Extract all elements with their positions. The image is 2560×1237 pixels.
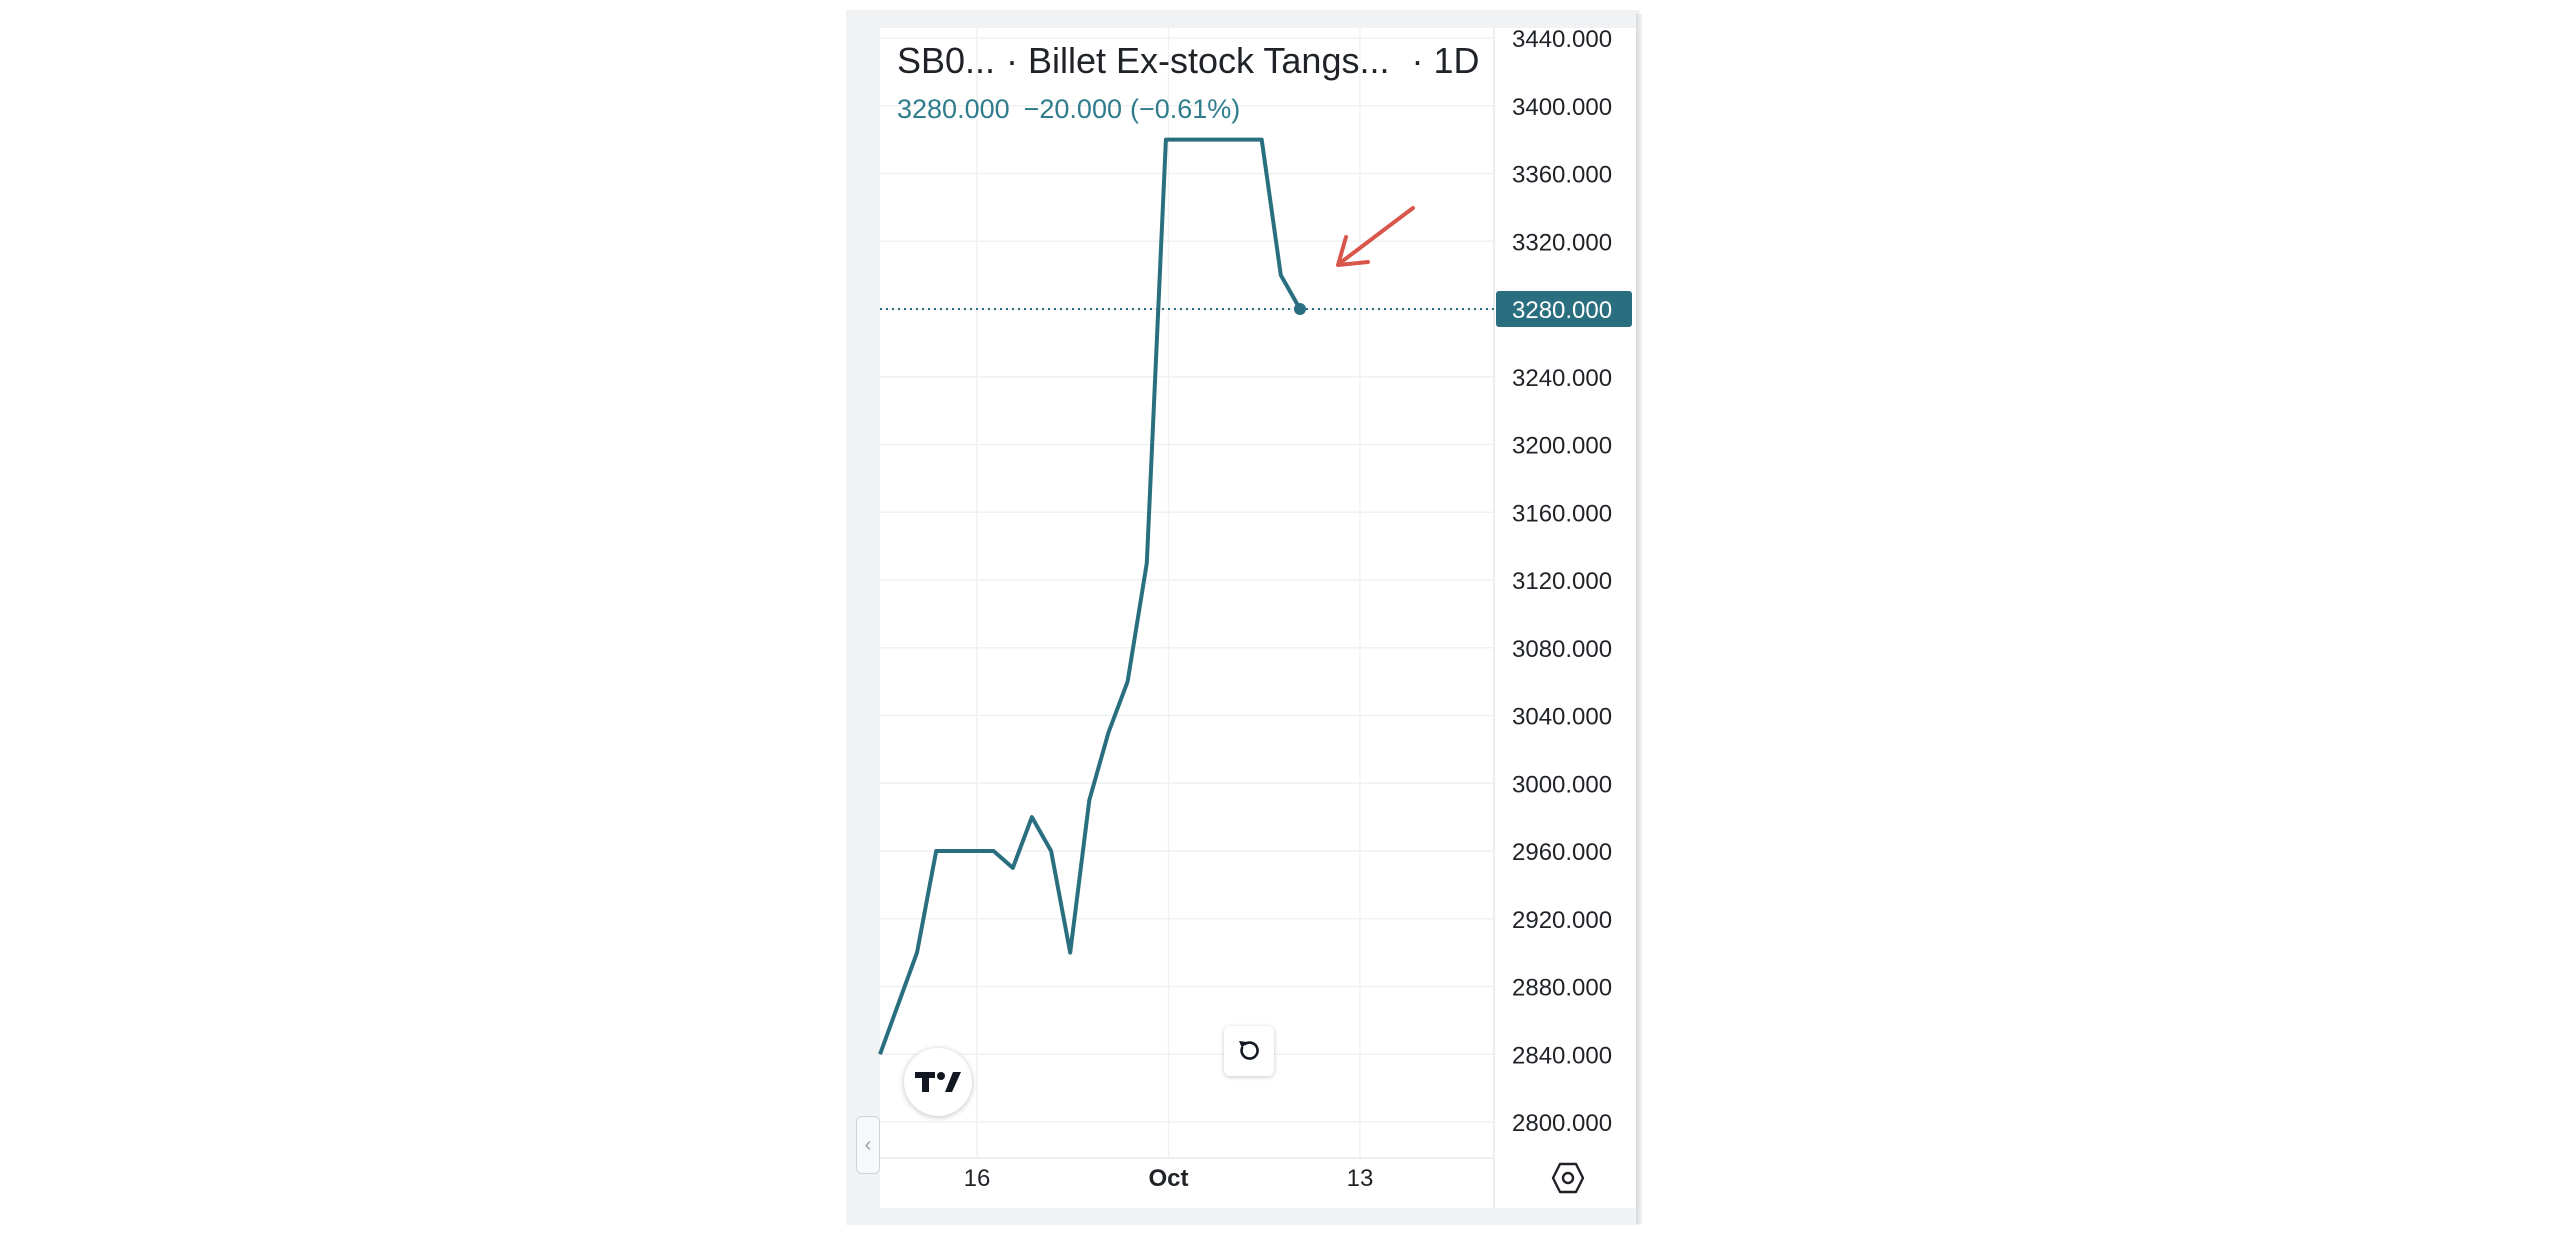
y-tick-label: 2920.000 bbox=[1512, 907, 1612, 934]
x-tick-label: 16 bbox=[964, 1165, 991, 1192]
tradingview-logo[interactable] bbox=[904, 1048, 972, 1116]
last-point bbox=[1293, 303, 1306, 315]
arrow-head bbox=[1336, 235, 1370, 267]
y-tick-label: 2880.000 bbox=[1512, 975, 1612, 1002]
series-line bbox=[878, 137, 1302, 1055]
chevron-left-icon: ‹ bbox=[864, 1133, 872, 1156]
x-tick-label: Oct bbox=[1148, 1165, 1188, 1192]
y-tick-label: 3240.000 bbox=[1512, 365, 1612, 392]
gear-icon bbox=[1551, 1162, 1585, 1194]
y-tick-label: 2800.000 bbox=[1512, 1110, 1612, 1137]
symbol-code: SB0... bbox=[897, 40, 996, 81]
last-price-tag: 3280.000 bbox=[1496, 291, 1632, 327]
x-tick-label: 13 bbox=[1347, 1165, 1374, 1192]
arrow-shaft bbox=[1338, 206, 1415, 265]
quote-values: 3280.000 −20.000 (−0.61%) bbox=[897, 94, 2560, 125]
y-tick-label: 3120.000 bbox=[1512, 568, 1612, 595]
y-tick-label: 3320.000 bbox=[1512, 229, 1612, 256]
chart-card bbox=[880, 28, 1640, 1208]
symbol-title[interactable]: SB0... · Billet Ex-stock Tangs... · 1D bbox=[897, 40, 2560, 82]
reset-view-button[interactable] bbox=[1224, 1026, 1274, 1076]
chart-header: SB0... · Billet Ex-stock Tangs... · 1D 3… bbox=[897, 40, 2560, 125]
collapse-panel-button[interactable]: ‹ bbox=[856, 1116, 880, 1174]
y-tick-label: 3440.000 bbox=[1512, 26, 1612, 53]
change-value: −20.000 bbox=[1023, 94, 1122, 124]
last-price-value: 3280.000 bbox=[897, 94, 1010, 124]
frame-edge bbox=[1636, 14, 1642, 1224]
time-axis: 16 Oct 13 bbox=[964, 1165, 1374, 1192]
y-tick-label: 3000.000 bbox=[1512, 771, 1612, 798]
y-tick-label: 3400.000 bbox=[1512, 94, 1612, 121]
tv-logo-icon bbox=[915, 1072, 961, 1092]
symbol-name: · Billet Ex-stock Tangs... bbox=[1006, 40, 1390, 81]
y-tick-label: 2840.000 bbox=[1512, 1042, 1612, 1069]
y-tick-label: 3080.000 bbox=[1512, 636, 1612, 663]
price-axis: 3440.000 3400.000 3360.000 3320.000 3240.000… bbox=[1512, 26, 1612, 1137]
last-price-tag-bg bbox=[1496, 291, 1632, 327]
chart-settings-button[interactable] bbox=[1548, 1158, 1588, 1198]
y-tick-label: 2960.000 bbox=[1512, 839, 1612, 866]
chart-grid bbox=[880, 28, 1494, 1158]
interval-label[interactable]: · 1D bbox=[1411, 40, 1480, 81]
y-tick-label: 3160.000 bbox=[1512, 500, 1612, 527]
y-tick-label: 3360.000 bbox=[1512, 162, 1612, 189]
rotate-ccw-icon bbox=[1239, 1041, 1259, 1060]
y-tick-label: 3200.000 bbox=[1512, 433, 1612, 460]
last-price-tag-label: 3280.000 bbox=[1512, 297, 1612, 324]
annotation-arrow bbox=[1336, 206, 1415, 267]
y-tick-label: 3040.000 bbox=[1512, 704, 1612, 731]
change-percent: (−0.61%) bbox=[1129, 94, 1241, 124]
